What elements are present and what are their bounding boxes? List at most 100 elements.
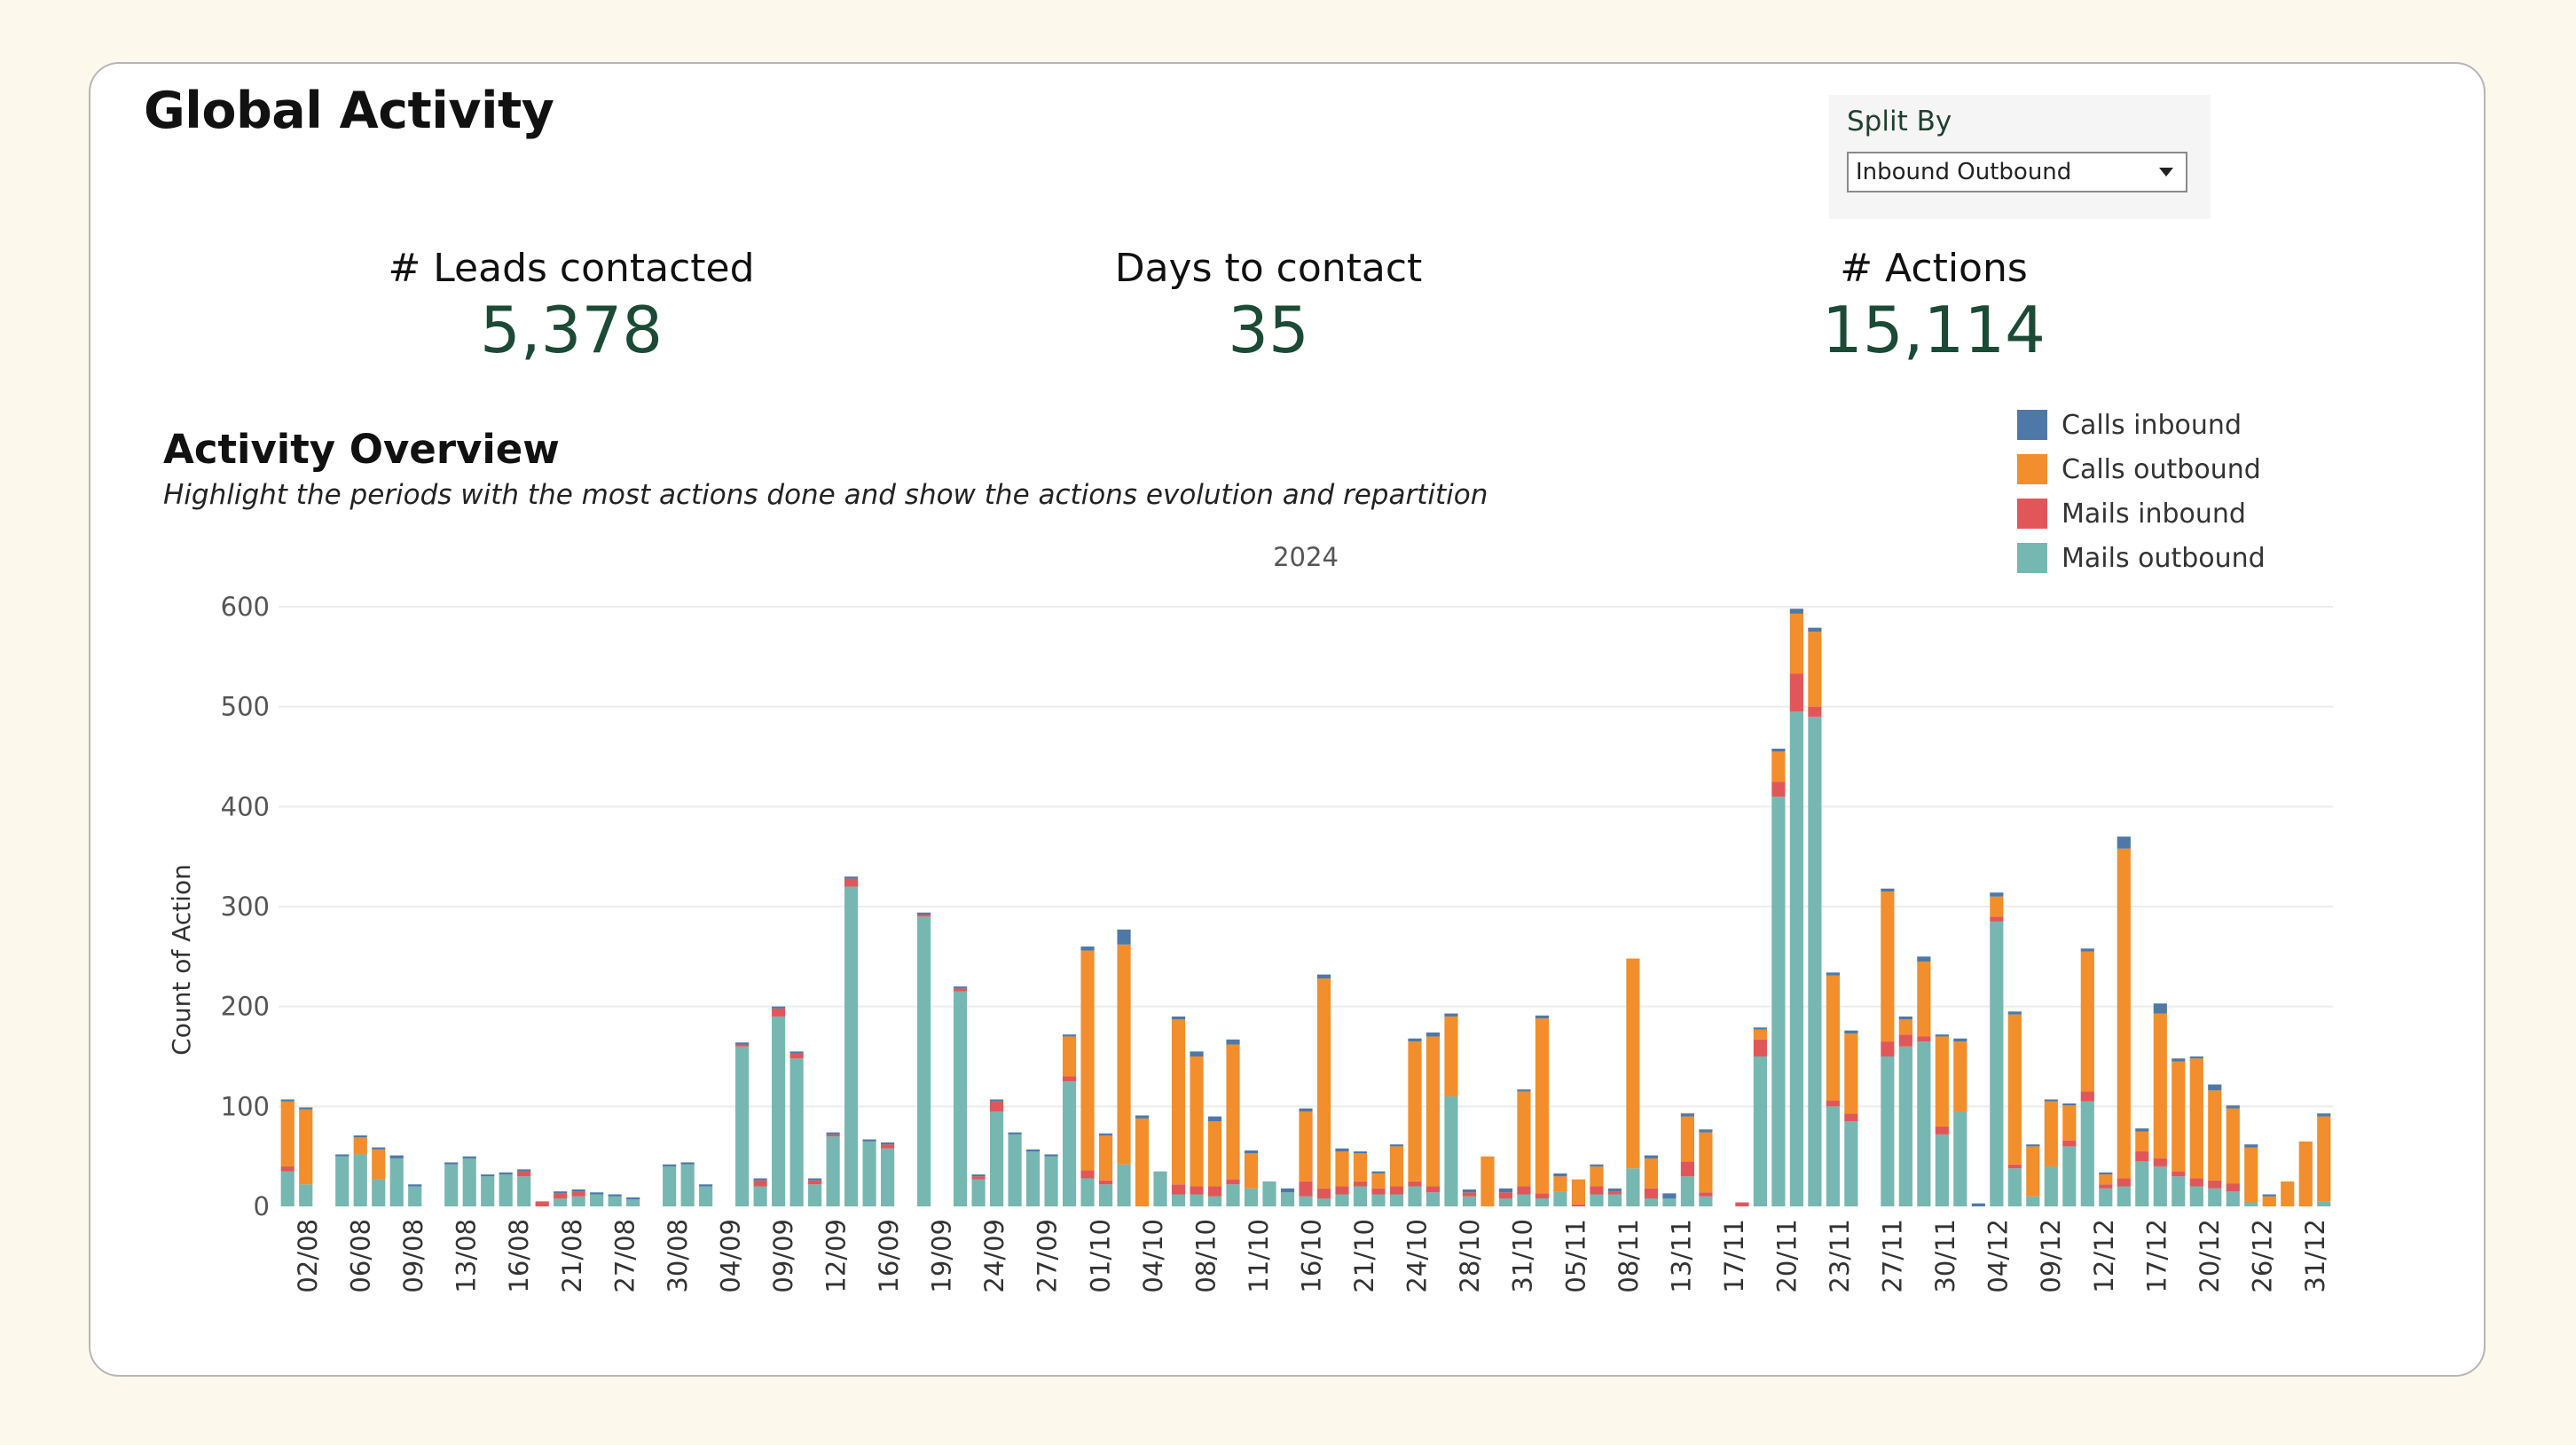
x-tick-label: 28/10 (1455, 1219, 1485, 1293)
x-tick-label: 09/08 (398, 1219, 428, 1293)
bar-segment (1844, 1113, 1858, 1122)
bar-segment (1044, 1156, 1058, 1206)
bar-segment (2062, 1140, 2077, 1147)
bar-segment (2044, 1166, 2058, 1206)
bar-segment (353, 1135, 367, 1138)
legend-label: Mails inbound (2062, 498, 2246, 530)
bar-segment (2226, 1108, 2240, 1184)
bar-segment (1753, 1039, 1767, 1056)
bar-segment (517, 1171, 531, 1177)
bar-segment (1771, 751, 1786, 782)
bar-segment (1153, 1171, 1167, 1206)
bar-segment (917, 915, 931, 917)
bar-segment (2262, 1194, 2276, 1197)
bar-segment (1316, 1188, 1331, 1198)
bar-segment (1498, 1198, 1513, 1206)
bar-segment (1062, 1034, 1077, 1037)
bar-segment (1898, 1046, 1912, 1206)
bar-segment (1207, 1186, 1222, 1197)
legend-item[interactable]: Calls inbound (2017, 403, 2266, 447)
chart-legend: Calls inbound Calls outbound Mails inbound… (2017, 403, 2266, 580)
bar-segment (1844, 1030, 1858, 1034)
bar-segment (1881, 1041, 1895, 1056)
x-tick-label: 06/08 (346, 1219, 376, 1293)
bar-segment (1353, 1186, 1368, 1206)
bar-segment (1990, 921, 2004, 1206)
bar-segment (481, 1174, 495, 1177)
bar-segment (1226, 1039, 1240, 1045)
x-tick-label: 09/09 (768, 1219, 798, 1293)
bar-segment (1316, 1198, 1331, 1206)
bar-segment (1171, 1184, 1186, 1195)
bar-segment (1462, 1189, 1477, 1193)
bar-segment (2026, 1196, 2040, 1206)
bar-segment (1190, 1051, 1204, 1056)
split-by-select[interactable]: Inbound Outbound (1847, 152, 2187, 192)
bar-segment (1207, 1121, 1222, 1187)
bar-segment (2026, 1144, 2040, 1147)
bar-segment (881, 1144, 895, 1149)
bar-segment (1844, 1033, 1858, 1114)
bar-segment (753, 1178, 767, 1181)
bar-segment (1080, 946, 1095, 951)
bar-segment (1898, 1019, 1912, 1035)
bar-segment (1699, 1196, 1713, 1206)
bar-segment (1953, 1111, 1967, 1206)
bar-segment (2080, 948, 2094, 952)
bar-segment (1316, 978, 1331, 1189)
x-tick-label: 04/12 (1983, 1219, 2014, 1293)
bar-segment (989, 1111, 1004, 1206)
activity-chart: 0 100 200 300 400 500 600 2024 Count of Action 02… (167, 542, 2333, 1293)
bar-segment (1098, 1180, 1113, 1185)
bar-segment (971, 1176, 986, 1180)
bar-segment (2317, 1113, 2331, 1117)
bar-segment (2026, 1146, 2040, 1197)
kpi-leads-contacted: # Leads contacted 5,378 (323, 246, 820, 367)
bar-segment (1826, 1100, 1840, 1107)
bar-segment (1425, 1186, 1441, 1193)
chart-title: 2024 (1273, 542, 1339, 572)
legend-label: Mails outbound (2062, 542, 2266, 574)
bar-segment (2062, 1103, 2077, 1106)
x-tick-label: 16/09 (874, 1219, 904, 1293)
bar-segment (1190, 1186, 1204, 1195)
bar-segment (2298, 1141, 2313, 1206)
bar-segment (1917, 961, 1931, 1037)
bar-segment (554, 1198, 568, 1206)
bar-segment (1117, 929, 1131, 945)
x-tick-label: 27/08 (609, 1219, 640, 1293)
bar-segment (571, 1191, 585, 1197)
bar-segment (1135, 1118, 1150, 1206)
bar-segment (1498, 1188, 1513, 1193)
bar-segment (1753, 1056, 1767, 1206)
x-tick-label: 12/12 (2089, 1219, 2119, 1293)
legend-item[interactable]: Mails inbound (2017, 491, 2266, 536)
y-tick-label: 400 (221, 791, 270, 821)
bar-segment (772, 1008, 786, 1017)
bar-segment (1244, 1153, 1259, 1189)
bar-segment (1262, 1181, 1276, 1206)
bar-segment (2208, 1090, 2222, 1181)
kpi-value: 35 (1228, 293, 1309, 367)
bar-segment (372, 1149, 386, 1180)
bar-segment (1535, 1015, 1550, 1019)
bar-segment (408, 1186, 422, 1206)
bar-segment (1480, 1156, 1495, 1206)
legend-item[interactable]: Calls outbound (2017, 447, 2266, 491)
bar-segment (499, 1174, 513, 1206)
bar-segment (1335, 1194, 1349, 1206)
bar-segment (2117, 836, 2131, 849)
bar-segment (2317, 1116, 2331, 1202)
bar-segment (1935, 1034, 1949, 1037)
bar-segment (2080, 951, 2094, 1092)
bar-segment (1299, 1181, 1313, 1197)
bar-segment (1353, 1151, 1368, 1154)
bar-segment (1935, 1126, 1949, 1135)
bar-segment (2172, 1176, 2186, 1206)
bar-segment (1771, 748, 1786, 752)
bar-segment (2062, 1105, 2077, 1141)
bar-segment (2172, 1171, 2186, 1177)
legend-item[interactable]: Mails outbound (2017, 536, 2266, 580)
bar-segment (1590, 1194, 1604, 1206)
bar-segment (862, 1139, 876, 1142)
